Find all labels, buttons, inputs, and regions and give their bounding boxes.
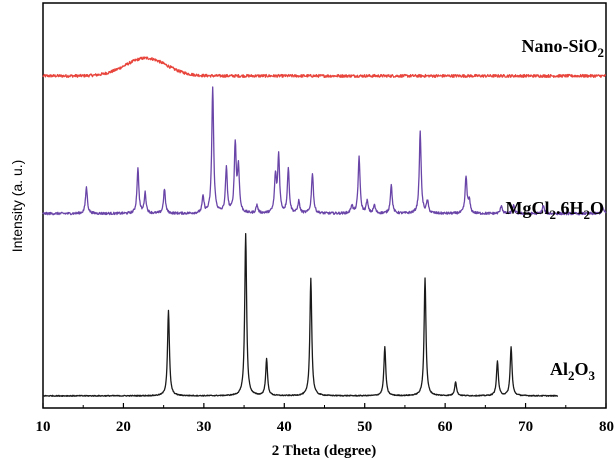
x-tick-label: 20 [116, 419, 131, 435]
series-line [42, 56, 607, 78]
series-line [42, 232, 559, 397]
series-label: Al2O3 [550, 359, 596, 383]
series-labels: Nano-SiO2 MgCl2.6H2O Al2O3 [505, 36, 604, 383]
series-group [42, 56, 607, 397]
y-axis-title: Intensity (a. u.) [9, 160, 25, 253]
x-tick-label: 70 [518, 419, 533, 435]
x-axis-title: 2 Theta (degree) [272, 443, 376, 459]
x-tick-label: 50 [357, 419, 372, 435]
series-line [42, 86, 607, 216]
x-ticks: 10 20 30 40 50 60 70 80 [36, 403, 614, 435]
x-tick-label: 60 [438, 419, 453, 435]
series-label: MgCl2.6H2O [505, 198, 604, 222]
x-tick-label: 40 [277, 419, 292, 435]
x-tick-label: 80 [599, 419, 614, 435]
x-tick-label: 10 [36, 419, 51, 435]
series-label: Nano-SiO2 [521, 36, 604, 60]
x-tick-label: 30 [196, 419, 211, 435]
